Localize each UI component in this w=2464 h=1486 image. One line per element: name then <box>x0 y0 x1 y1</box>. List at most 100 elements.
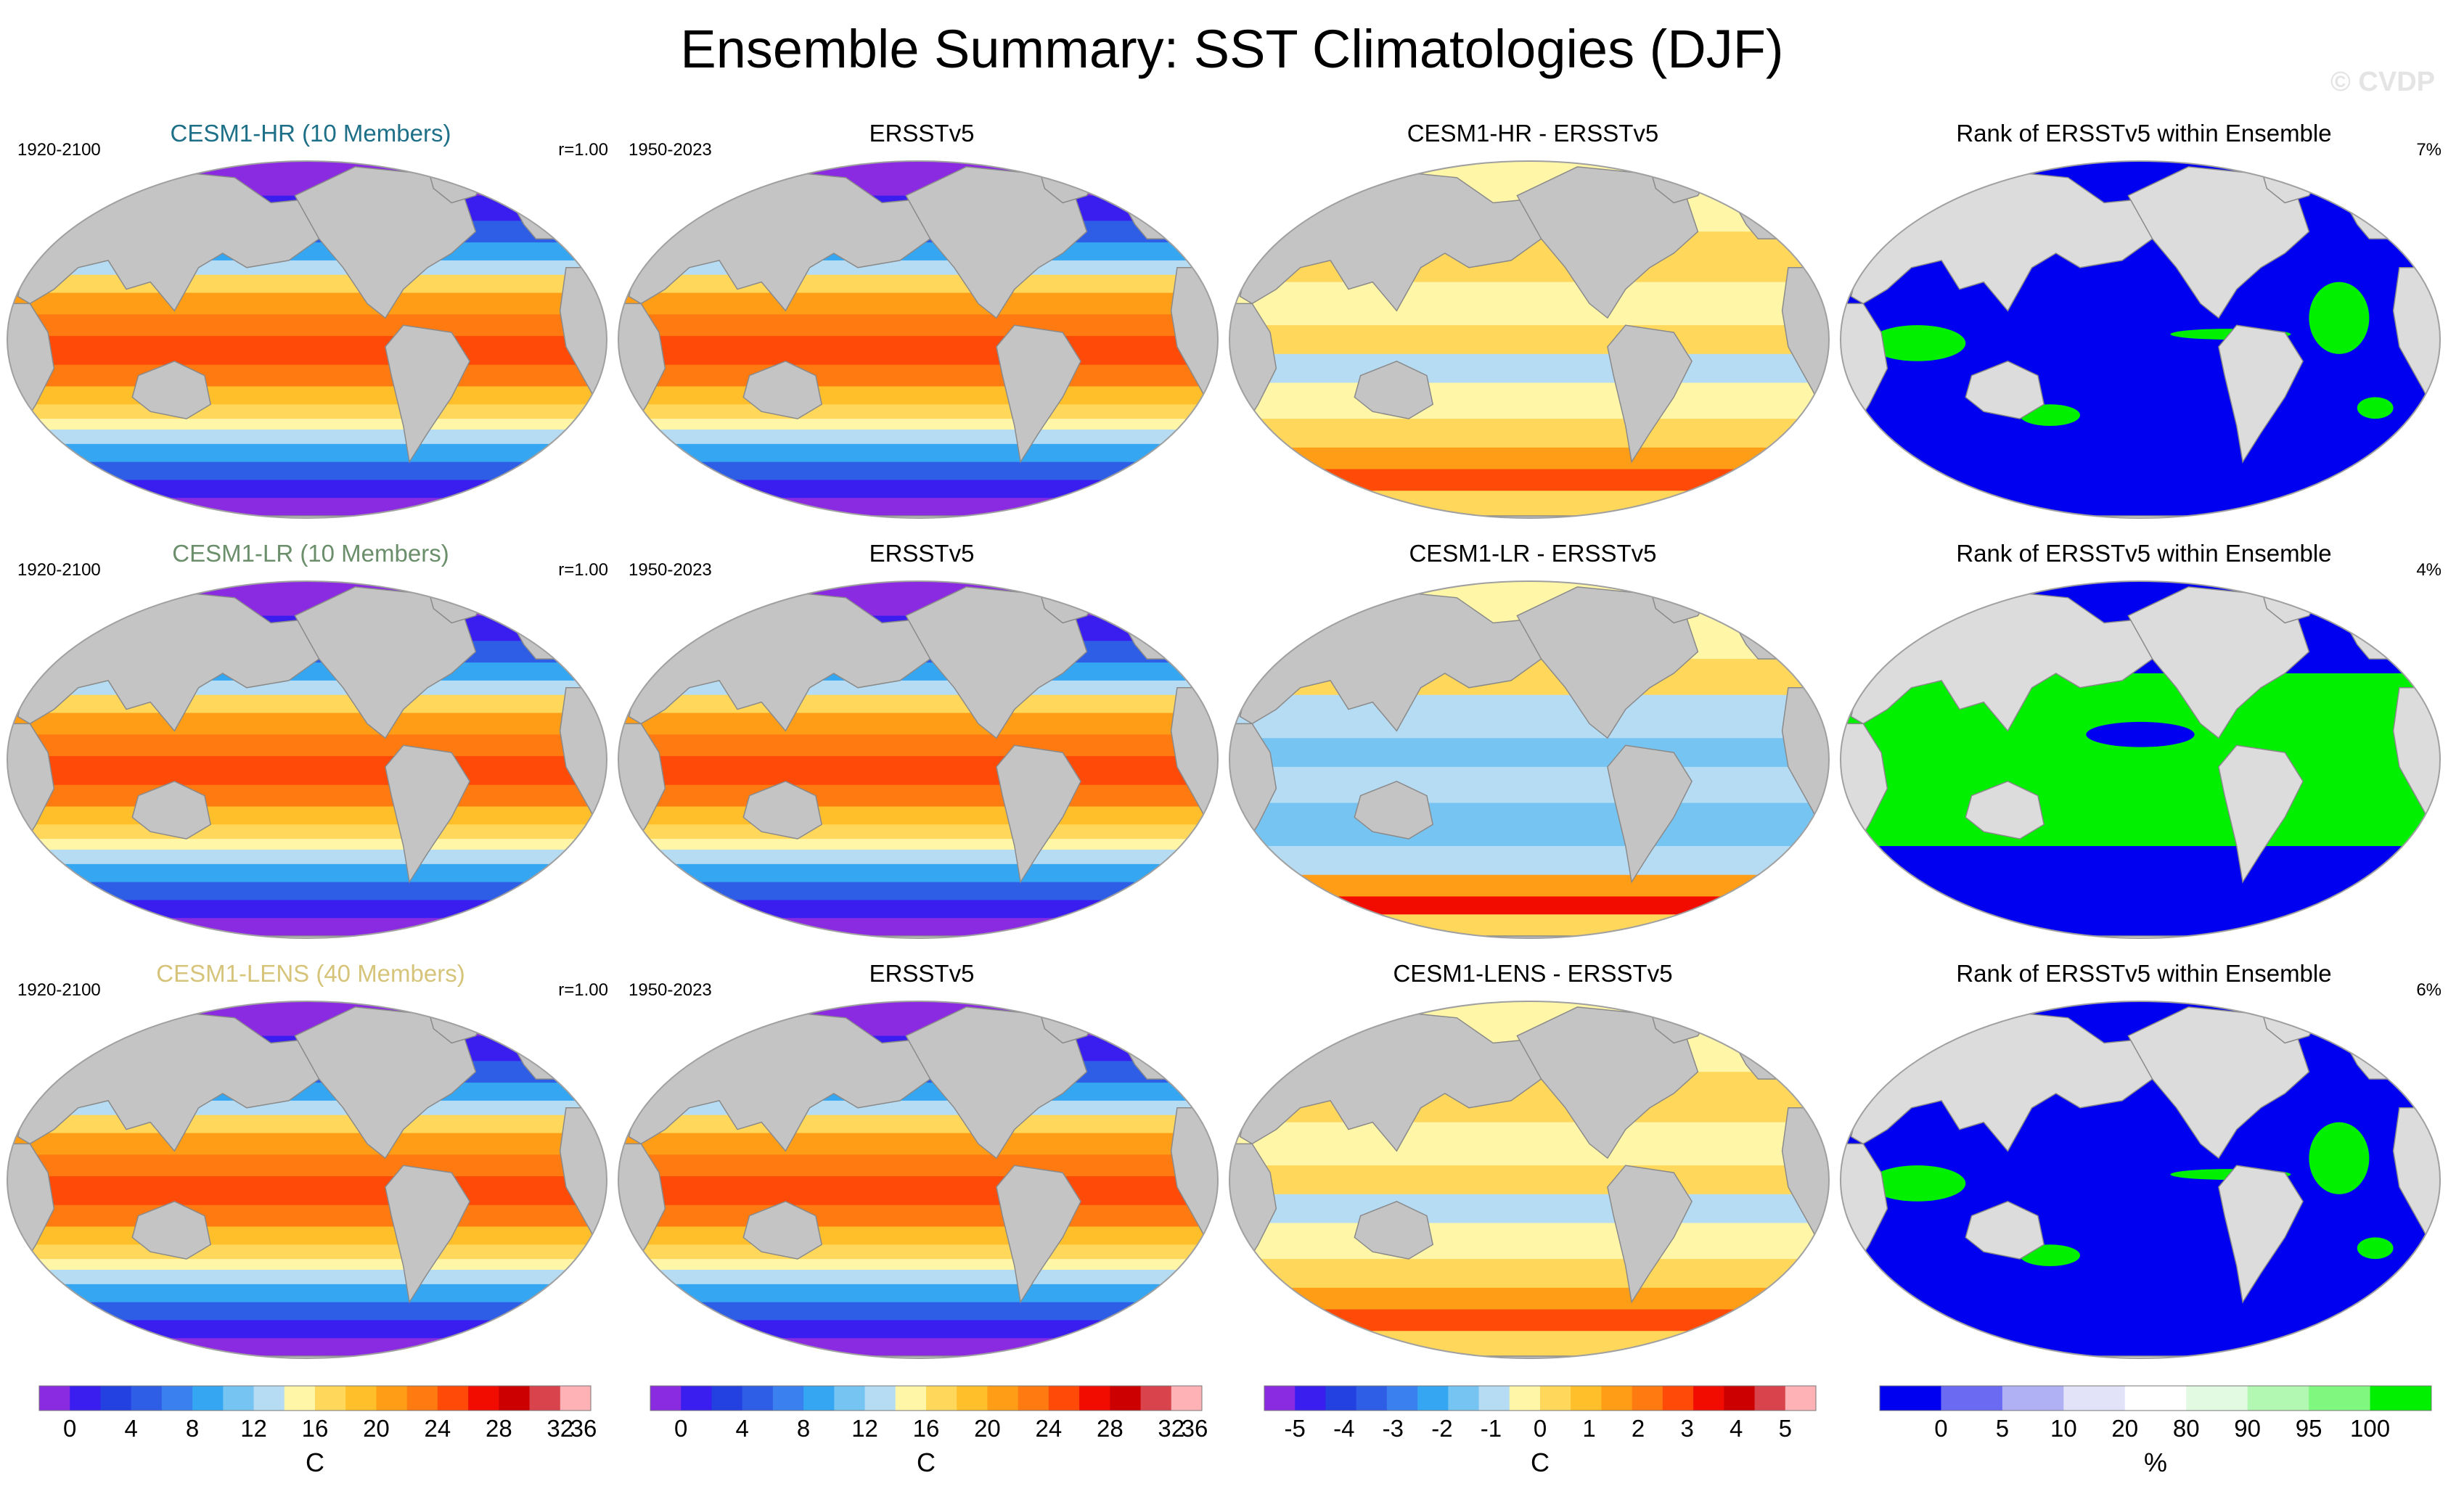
field-band <box>618 386 1218 406</box>
field-band <box>7 480 607 499</box>
field-band <box>7 364 607 387</box>
rank-region <box>1869 325 1966 361</box>
field-band <box>1841 846 2440 938</box>
panel-title: ERSSTv5 <box>869 960 975 987</box>
colorbar-tick-label: 16 <box>302 1415 329 1442</box>
field-band <box>1229 766 1829 804</box>
panel-title: Rank of ERSSTv5 within Ensemble <box>1956 120 2332 147</box>
field-band <box>618 336 1218 366</box>
field-band <box>1229 490 1829 518</box>
panel-period: 1920-2100 <box>17 140 101 160</box>
field-band <box>1229 419 1829 448</box>
colorbar-swatch <box>1478 1386 1510 1411</box>
field-band <box>618 713 1218 736</box>
landmass-samerica <box>996 744 1081 884</box>
colorbar-swatch <box>437 1386 469 1411</box>
colorbar-swatch <box>1386 1386 1418 1411</box>
colorbar-tick-label: -5 <box>1285 1415 1306 1442</box>
colorbar-tick-label: 8 <box>797 1415 810 1442</box>
landmass-samerica <box>1607 744 1693 884</box>
colorbar-tick-label: 4 <box>124 1415 137 1442</box>
colorbar-tick-label: 5 <box>1779 1415 1792 1442</box>
field-band <box>1229 694 1829 739</box>
colorbar-tick-label: 10 <box>2050 1415 2077 1442</box>
figure-title: Ensemble Summary: SST Climatologies (DJF… <box>680 19 1784 79</box>
colorbar-swatch <box>1785 1386 1817 1411</box>
colorbar-tick-label: 0 <box>674 1415 687 1442</box>
field-band <box>618 314 1218 337</box>
field-band <box>618 824 1218 840</box>
field-band <box>1229 802 1829 847</box>
colorbar-unit: C <box>917 1448 936 1477</box>
field-band <box>1229 469 1829 492</box>
field-band <box>618 863 1218 883</box>
colorbar-swatch <box>406 1386 438 1411</box>
rank-region <box>2309 282 2370 354</box>
colorbar-swatch <box>1079 1386 1110 1411</box>
panel-title: ERSSTv5 <box>869 120 975 147</box>
colorbar-tick-label: 4 <box>1730 1415 1743 1442</box>
field-band <box>1229 325 1829 355</box>
colorbar-tick-label: 8 <box>186 1415 199 1442</box>
colorbar-swatch <box>1140 1386 1172 1411</box>
field-band <box>618 1226 1218 1246</box>
colorbar-tick-label: 1 <box>1582 1415 1595 1442</box>
colorbar-swatch <box>681 1386 712 1411</box>
colorbar-swatch <box>1693 1386 1724 1411</box>
panel-period: 1950-2023 <box>629 140 712 160</box>
field-band <box>7 386 607 406</box>
field-band <box>618 1244 1218 1260</box>
colorbar-swatch <box>1018 1386 1049 1411</box>
colorbar-tick-label: 100 <box>2350 1415 2390 1442</box>
colorbar-tick-label: 80 <box>2173 1415 2200 1442</box>
colorbar-tick-label: 95 <box>2296 1415 2322 1442</box>
map-panel: CESM1-LR (10 Members) 1920-2100 r=1.00 <box>6 538 615 957</box>
colorbar-tick-label: 28 <box>1097 1415 1123 1442</box>
field-band <box>618 443 1218 463</box>
field-band <box>7 1244 607 1260</box>
field-band <box>7 292 607 316</box>
field-band <box>618 1154 1218 1178</box>
colorbar-swatch <box>253 1386 285 1411</box>
field-band <box>618 292 1218 316</box>
colorbar-tick-label: 0 <box>1934 1415 1947 1442</box>
colorbar-swatch <box>529 1386 561 1411</box>
robinson-map <box>1840 160 2441 519</box>
colorbar-swatch <box>1724 1386 1756 1411</box>
field-band <box>7 1302 607 1321</box>
colorbar-tick-label: 0 <box>63 1415 76 1442</box>
colorbar-graphic: 0 5 10 20 80 90 95 100 <box>1879 1385 2432 1442</box>
colorbar-tick-label: 3 <box>1680 1415 1693 1442</box>
field-band <box>1229 353 1829 384</box>
panel-stat: 7% <box>2416 140 2442 160</box>
field-band <box>618 900 1218 919</box>
panel-period: 1950-2023 <box>629 980 712 1000</box>
field-band <box>1229 1122 1829 1167</box>
colorbar-swatch <box>1662 1386 1694 1411</box>
panel-title: CESM1-HR (10 Members) <box>170 120 451 147</box>
panel-title: CESM1-LENS - ERSSTv5 <box>1393 960 1673 987</box>
panel-title: Rank of ERSSTv5 within Ensemble <box>1956 960 2332 987</box>
rank-region <box>2357 397 2394 419</box>
landmass-australia <box>131 780 212 840</box>
copyright-watermark: © CVDP <box>2330 67 2435 97</box>
landmass-samerica <box>385 1165 470 1304</box>
field-band <box>7 839 607 850</box>
rank-region <box>2357 1237 2394 1260</box>
landmass-australia <box>1965 360 2045 419</box>
colorbar-swatch <box>499 1386 531 1411</box>
colorbar-tick-label: 5 <box>1996 1415 2009 1442</box>
colorbar: -5 -4 -3 -2 -1 0 1 2 3 4 5 C <box>1264 1379 1817 1480</box>
colorbar-swatch <box>70 1386 101 1411</box>
colorbar-swatch <box>834 1386 866 1411</box>
field-band <box>7 824 607 840</box>
field-band <box>1229 1259 1829 1289</box>
landmass-australia <box>1354 780 1434 840</box>
landmass-samerica <box>2218 744 2304 884</box>
map-panel: ERSSTv5 1950-2023 <box>617 538 1227 957</box>
colorbar-swatch <box>2247 1386 2309 1411</box>
field-band <box>7 1270 607 1285</box>
colorbar-tick-label: 20 <box>2111 1415 2138 1442</box>
field-band <box>618 419 1218 430</box>
colorbar-tick-label: 28 <box>486 1415 512 1442</box>
